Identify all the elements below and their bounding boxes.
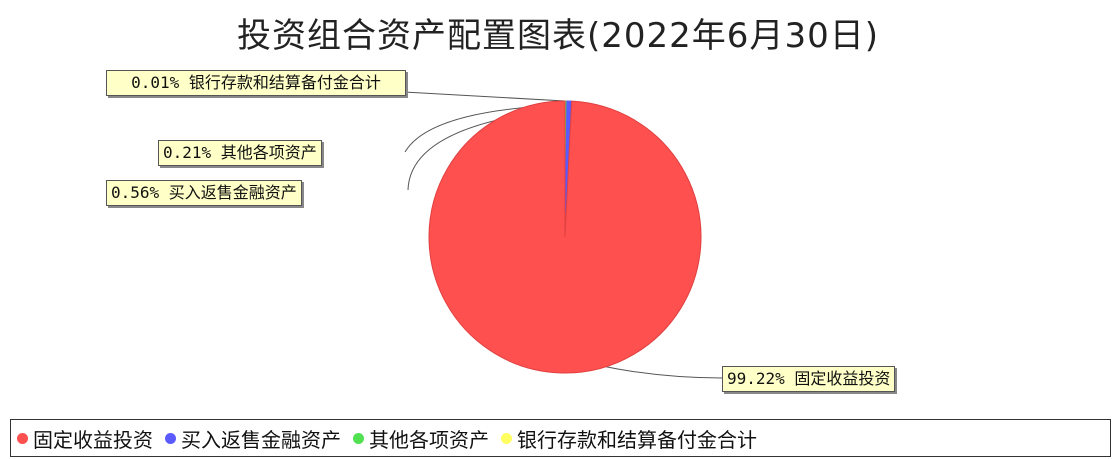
pie-slices [428,100,702,374]
slice-fixed-income [428,100,702,374]
slice-label-other-assets: 0.21% 其他各项资产 [158,140,322,166]
slice-label-reverse-repo: 0.56% 买入返售金融资产 [106,180,302,206]
legend-label: 固定收益投资 [33,427,153,452]
legend-marker [353,432,364,444]
legend-marker [17,432,28,444]
legend-item-bank-deposits: 银行存款和结算备付金合计 [501,424,757,453]
slice-label-bank-deposits: 0.01% 银行存款和结算备付金合计 [106,70,406,96]
legend: 固定收益投资 买入返售金融资产 其他各项资产 银行存款和结算备付金合计 [10,419,1111,457]
chart-title: 投资组合资产配置图表(2022年6月30日) [237,16,879,56]
legend-item-fixed-income: 固定收益投资 [17,424,153,453]
pie-chart [403,91,723,379]
legend-label: 其他各项资产 [369,427,489,452]
legend-item-reverse-repo: 买入返售金融资产 [165,424,341,453]
slice-label-fixed-income: 99.22% 固定收益投资 [722,366,896,392]
legend-item-other-assets: 其他各项资产 [353,424,489,453]
legend-label: 银行存款和结算备付金合计 [517,427,757,452]
legend-marker [165,432,176,444]
connector-bank-deposits [403,91,566,102]
legend-marker [501,432,512,444]
legend-label: 买入返售金融资产 [181,427,341,452]
